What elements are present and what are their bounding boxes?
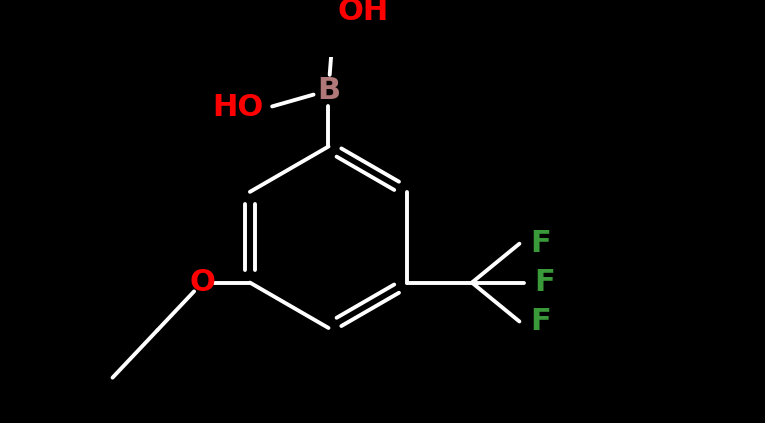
- Text: F: F: [530, 229, 551, 258]
- Text: OH: OH: [337, 0, 389, 25]
- Text: F: F: [534, 268, 555, 297]
- Text: O: O: [190, 268, 215, 297]
- Text: B: B: [317, 76, 340, 105]
- Text: F: F: [530, 307, 551, 336]
- Text: HO: HO: [213, 93, 264, 122]
